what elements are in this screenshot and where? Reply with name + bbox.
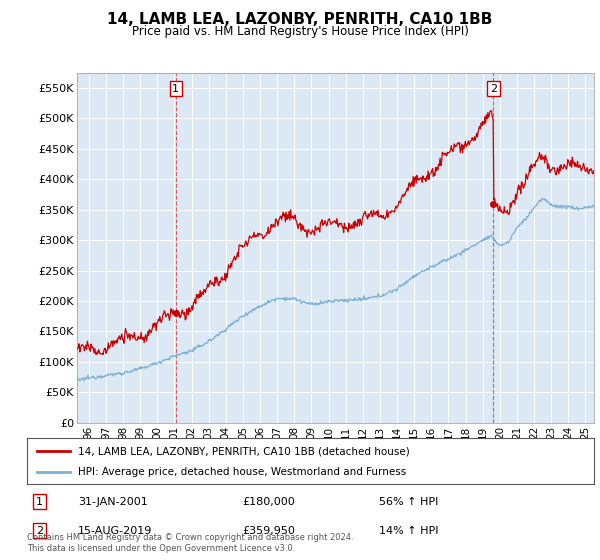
- Text: 2: 2: [490, 83, 497, 94]
- Text: HPI: Average price, detached house, Westmorland and Furness: HPI: Average price, detached house, West…: [78, 466, 406, 477]
- Text: 15-AUG-2019: 15-AUG-2019: [78, 526, 152, 536]
- Text: Contains HM Land Registry data © Crown copyright and database right 2024.
This d: Contains HM Land Registry data © Crown c…: [27, 533, 353, 553]
- Text: 14% ↑ HPI: 14% ↑ HPI: [379, 526, 438, 536]
- Text: 2: 2: [36, 526, 43, 536]
- Text: 56% ↑ HPI: 56% ↑ HPI: [379, 497, 438, 507]
- Text: Price paid vs. HM Land Registry's House Price Index (HPI): Price paid vs. HM Land Registry's House …: [131, 25, 469, 38]
- Text: 14, LAMB LEA, LAZONBY, PENRITH, CA10 1BB: 14, LAMB LEA, LAZONBY, PENRITH, CA10 1BB: [107, 12, 493, 27]
- Text: 1: 1: [172, 83, 179, 94]
- Text: £359,950: £359,950: [242, 526, 295, 536]
- Text: 14, LAMB LEA, LAZONBY, PENRITH, CA10 1BB (detached house): 14, LAMB LEA, LAZONBY, PENRITH, CA10 1BB…: [78, 446, 410, 456]
- Text: 31-JAN-2001: 31-JAN-2001: [78, 497, 148, 507]
- Text: £180,000: £180,000: [242, 497, 295, 507]
- Text: 1: 1: [36, 497, 43, 507]
